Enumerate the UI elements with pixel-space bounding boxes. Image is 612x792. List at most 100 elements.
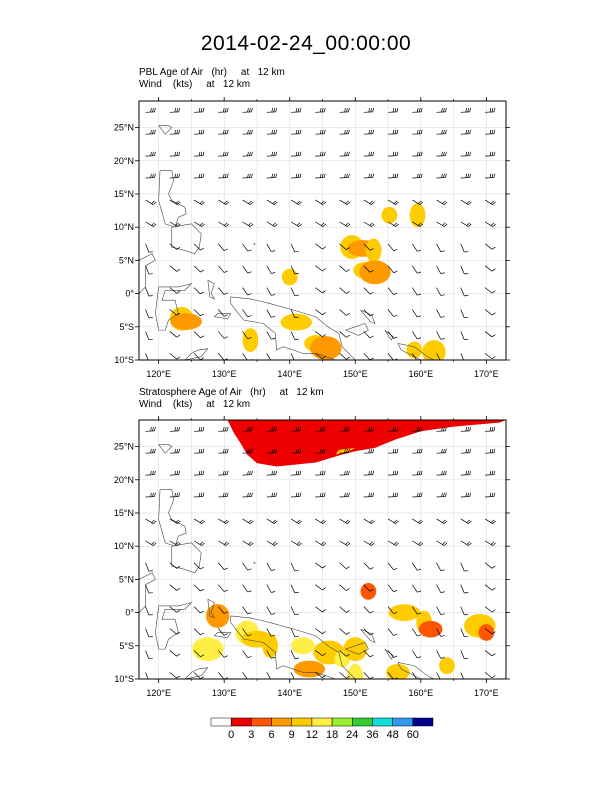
wind-barb-feather [322,333,326,338]
wind-barb-feather [198,129,201,135]
wind-barb-feather [489,129,492,135]
wind-barb-feather [346,675,350,679]
wind-barb-feather [247,590,252,593]
wind-barb-feather [200,676,205,679]
wind-barb [339,584,347,591]
wind-barb-feather [297,129,300,134]
wind-barb [339,672,347,679]
colorbar-labels: 0 3 6 9 12 18 24 36 48 60 [0,729,612,743]
wind-barb-feather [200,291,205,295]
wind-barb-feather [417,656,422,659]
wind-barb-feather [319,427,322,432]
wind-barb-feather [393,655,398,658]
wind-barb [218,199,227,205]
wind-barb-feather [370,492,372,497]
wind-barb-feather [178,426,181,431]
wind-barb-feather [491,290,496,294]
wind-barb-feather [467,492,469,497]
coastline [253,561,256,565]
wind-barb-feather [223,611,228,614]
wind-barb-feather [297,470,300,475]
wind-barb-feather [202,129,205,134]
wind-barb-feather [176,653,181,657]
wind-barb [169,243,177,250]
wind-barb-feather [469,448,471,453]
wind-barb-feather [271,656,276,659]
wind-barb [315,199,324,205]
wind-barb [193,628,201,636]
wind-barb-feather [493,448,496,453]
wind-barb [387,221,396,227]
y-tick-label: 5°N [119,574,134,584]
wind-barb [315,287,323,294]
wind-barb-feather [441,679,445,680]
wind-barb-feather [368,151,370,156]
wind-barb-feather [251,470,253,475]
map-panel-2: 120°E 130°E 140°E 150°E 160°E 170°E 25°N 20°N 15… [114,416,510,698]
wind-barb [484,540,493,546]
wind-barb [460,243,465,253]
wind-barb-feather [445,107,447,112]
wind-barb-feather [176,631,181,635]
wind-barb-feather [274,542,278,546]
wind-barb [436,221,445,227]
wind-barb-feather [491,173,494,178]
wind-barb-feather [440,569,445,572]
wind-barb-feather [491,631,496,635]
wind-barb-feather [150,108,152,113]
wind-barb-feather [271,108,274,113]
wind-barb [363,199,372,205]
wind-barb [363,287,371,295]
wind-barb-feather [247,315,252,318]
colorbar-swatch [412,717,434,727]
wind-barb-feather [348,151,350,156]
wind-barb-feather [222,492,225,497]
wind-barb-feather [274,520,278,524]
wind-barb-feather [419,223,424,227]
wind-barb-feather [491,448,494,453]
wind-barb [169,562,177,569]
wind-barb [315,518,324,524]
wind-barb-feather [418,107,421,113]
wind-barb [266,309,272,318]
wind-barb-feather [465,427,467,432]
wind-barb-feather [344,427,346,432]
wind-barb-feather [247,151,249,156]
wind-barb-feather [176,151,179,156]
wind-barb-feather [372,151,374,156]
wind-barb [169,518,178,524]
wind-barb-feather [490,222,495,226]
wind-barb-feather [418,173,421,178]
wind-barb-feather [321,492,324,497]
wind-barb-feather [249,173,251,178]
wind-barb-feather [440,635,445,637]
wind-barb-feather [275,448,278,453]
wind-barb-feather [346,520,351,524]
wind-barb-feather [151,541,155,545]
wind-barb-feather [223,314,228,317]
wind-barb-feather [440,294,445,296]
wind-barb-feather [174,151,177,156]
wind-barb-feather [419,542,424,546]
wind-barb-feather [393,589,398,593]
wind-barb-feather [322,631,326,635]
wind-barb [387,199,396,205]
wind-barb-feather [297,173,300,178]
wind-barb [145,606,150,616]
wind-barb [242,518,251,524]
wind-barb [193,650,201,658]
wind-barb-feather [489,151,492,156]
wind-barb-feather [226,470,229,475]
wind-barb [290,540,299,546]
wind-barb [169,606,177,613]
wind-barb-feather [275,173,278,178]
wind-barb-feather [493,129,496,134]
wind-barb-feather [273,492,276,497]
wind-barb-feather [464,251,469,253]
wind-barb-feather [251,492,253,497]
wind-barb [169,672,177,679]
wind-barb [218,584,225,592]
wind-barb-feather [152,223,157,227]
coastline [397,343,435,360]
wind-barb-feather [224,426,227,432]
